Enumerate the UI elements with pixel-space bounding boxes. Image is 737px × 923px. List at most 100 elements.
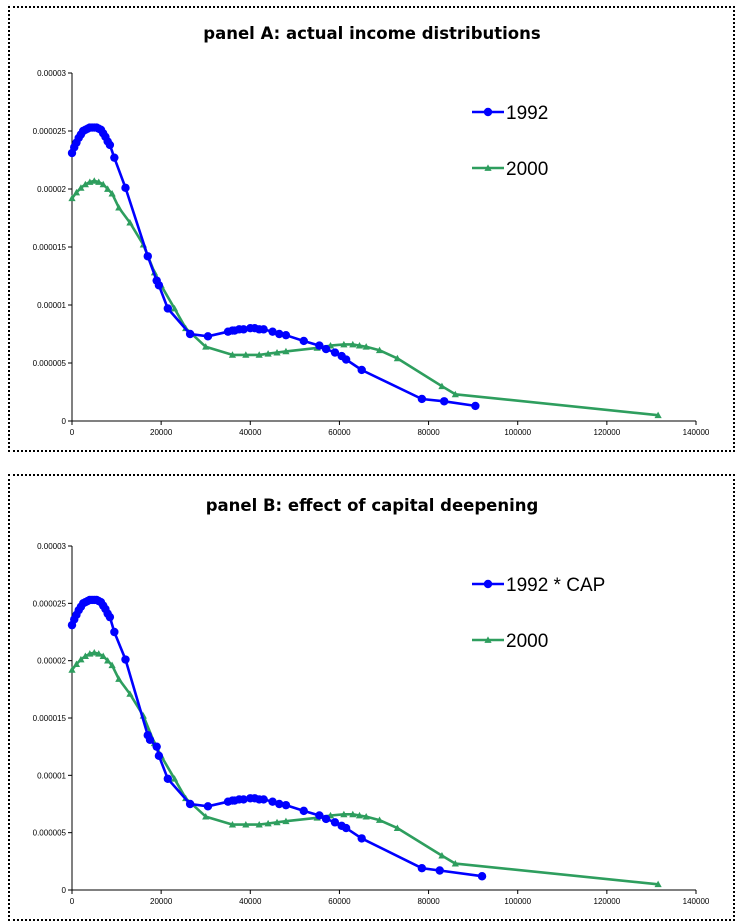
y-tick-label: 0.000015 — [33, 243, 67, 252]
data-point — [154, 751, 164, 761]
data-point — [242, 351, 250, 358]
data-point — [330, 818, 340, 827]
x-tick-label: 140000 — [683, 428, 710, 437]
data-point — [330, 348, 340, 357]
y-tick-label: 0.00003 — [37, 69, 66, 78]
data-point — [239, 325, 248, 334]
data-point — [281, 800, 291, 810]
data-point — [115, 675, 123, 682]
data-point — [72, 188, 81, 196]
data-point — [105, 612, 115, 622]
x-tick-label: 80000 — [417, 897, 440, 906]
data-point — [438, 852, 446, 859]
data-point — [281, 330, 291, 340]
data-point — [264, 819, 272, 827]
chart-title: panel B: effect of capital deepening — [206, 496, 539, 515]
series-line — [70, 126, 476, 408]
data-point — [417, 864, 427, 873]
data-point — [273, 348, 281, 356]
data-point — [268, 327, 277, 336]
data-point — [77, 655, 85, 663]
data-point — [451, 860, 459, 867]
data-point — [439, 397, 449, 406]
y-tick-label: 0.00001 — [37, 301, 66, 310]
data-point — [282, 347, 290, 355]
data-point — [108, 190, 116, 197]
data-point — [375, 816, 384, 823]
data-point — [259, 795, 268, 804]
data-point — [203, 332, 213, 341]
data-point — [121, 655, 130, 664]
data-point — [315, 811, 324, 820]
legend-marker — [484, 636, 492, 643]
data-point — [438, 382, 446, 390]
data-point — [255, 351, 263, 358]
data-point — [282, 817, 290, 825]
y-tick-label: 0.00003 — [37, 542, 66, 551]
data-point — [115, 203, 123, 211]
legend-label: 1992 — [506, 103, 548, 124]
data-point — [299, 806, 308, 816]
data-point — [435, 866, 444, 875]
data-point — [95, 178, 103, 185]
x-tick-label: 120000 — [594, 428, 621, 437]
data-point — [417, 394, 427, 404]
legend-label: 2000 — [506, 631, 548, 652]
data-point — [170, 304, 179, 312]
x-tick-label: 40000 — [239, 897, 262, 906]
data-point — [68, 194, 76, 202]
x-tick-label: 0 — [70, 428, 75, 437]
data-point — [99, 652, 107, 659]
data-point — [239, 795, 248, 804]
data-point — [68, 666, 76, 673]
y-tick-label: 0.00001 — [37, 771, 66, 780]
legend-entry: 1992 * CAP — [472, 575, 605, 596]
data-point — [185, 799, 195, 809]
data-point — [81, 652, 89, 659]
data-point — [104, 657, 112, 664]
data-point — [341, 355, 351, 364]
x-tick-label: 40000 — [239, 428, 262, 437]
series-line — [70, 179, 659, 417]
data-point — [81, 180, 89, 188]
y-tick-label: 0.000025 — [33, 599, 67, 608]
data-point — [341, 823, 351, 833]
data-point — [110, 627, 119, 637]
data-point — [203, 802, 213, 811]
data-point — [108, 661, 116, 669]
data-point — [259, 325, 268, 334]
data-point — [121, 183, 130, 193]
data-point — [273, 818, 281, 826]
data-point — [357, 834, 366, 843]
legend-marker — [483, 579, 493, 589]
chart-title: panel A: actual income distributions — [203, 24, 541, 43]
x-tick-label: 60000 — [328, 428, 351, 437]
series-triangle — [68, 649, 662, 888]
x-tick-label: 80000 — [417, 428, 440, 437]
data-point — [393, 354, 401, 362]
data-point — [143, 252, 152, 261]
data-point — [90, 649, 98, 656]
data-point — [126, 219, 134, 226]
legend-entry: 2000 — [472, 631, 548, 652]
data-point — [349, 810, 357, 818]
data-point — [275, 329, 284, 339]
data-point — [90, 177, 98, 184]
data-point — [340, 340, 348, 348]
data-point — [471, 401, 480, 411]
data-point — [315, 341, 324, 350]
data-point — [104, 185, 112, 192]
x-tick-label: 0 — [70, 897, 75, 906]
data-point — [264, 350, 272, 357]
legend-label: 1992 * CAP — [506, 575, 605, 596]
data-point — [105, 140, 115, 150]
data-point — [321, 814, 331, 824]
data-point — [362, 343, 370, 350]
x-tick-label: 120000 — [594, 897, 621, 906]
legend-entry: 2000 — [472, 159, 548, 180]
y-tick-label: 0.000025 — [33, 127, 67, 136]
data-point — [228, 821, 237, 828]
data-point — [654, 880, 662, 888]
y-tick-label: 0.00002 — [37, 657, 66, 666]
data-point — [321, 344, 331, 354]
